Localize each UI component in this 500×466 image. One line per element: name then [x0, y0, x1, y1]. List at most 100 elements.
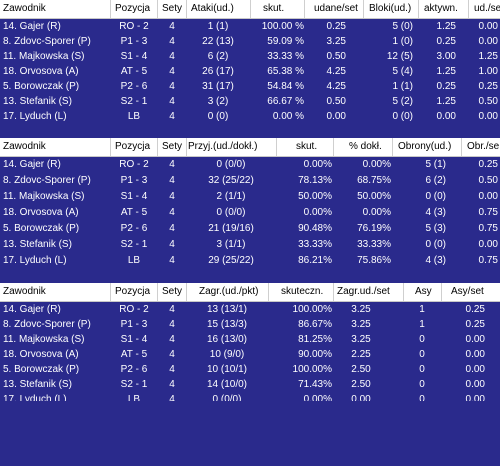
cell-success-per-set: 0.50: [326, 96, 346, 107]
column-divider[interactable]: [304, 0, 305, 18]
cell-sets: 4: [169, 191, 175, 202]
col-header-position[interactable]: Pozycja: [115, 286, 151, 297]
col-header-defense[interactable]: Obrony(ud.): [398, 141, 452, 152]
col-header-player[interactable]: Zawodnik: [3, 3, 46, 14]
cell-reception: 3 (1/1): [216, 239, 246, 250]
col-header-sets[interactable]: Sety: [162, 141, 183, 152]
cell-defense-per-set: 0.75: [478, 223, 498, 234]
col-header-serves-per-set[interactable]: Zagr.ud./set: [337, 286, 390, 297]
column-divider[interactable]: [157, 138, 158, 156]
cell-aces: 0: [419, 349, 425, 360]
cell-aces: 1: [419, 304, 425, 315]
col-header-blocks-per-set[interactable]: ud./se: [474, 3, 500, 14]
cell-blocks-per-set: 0.00: [478, 21, 498, 32]
column-divider[interactable]: [250, 0, 251, 18]
column-divider[interactable]: [461, 138, 462, 156]
cell-attack-eff: 65.38 %: [267, 66, 304, 77]
table-row[interactable]: 14. Gajer (R) RO - 2 4 1 (1) 100.00 % 0.25 5 (…: [0, 19, 500, 34]
cell-aces: 0: [419, 364, 425, 375]
table-row[interactable]: 13. Stefanik (S) S2 - 1 4 3 (2) 66.67 % 0.50 5…: [0, 94, 500, 109]
table-row[interactable]: 13. Stefanik (S) S2 - 1 4 14 (10/0) 71.43% 2.…: [0, 377, 500, 392]
column-divider[interactable]: [333, 283, 334, 301]
col-header-accuracy[interactable]: % dokł.: [349, 141, 382, 152]
table-row[interactable]: 17. Lyduch (L) LB 4 0 (0/0) 0.00% 0.00 0 0.00: [0, 392, 500, 401]
col-header-attack-eff[interactable]: skut.: [263, 3, 285, 14]
cell-sets: 4: [169, 334, 175, 345]
table-row[interactable]: 11. Majkowska (S) S1 - 4 4 16 (13/0) 81.25% 3…: [0, 332, 500, 347]
column-divider[interactable]: [418, 0, 419, 18]
cell-sets: 4: [169, 175, 175, 186]
cell-accuracy: 50.00%: [357, 191, 391, 202]
table-row[interactable]: 18. Orvosova (A) AT - 5 4 26 (17) 65.38 % 4.2…: [0, 64, 500, 79]
column-divider[interactable]: [403, 283, 404, 301]
cell-serves-per-set: 2.25: [351, 349, 371, 360]
cell-defense-per-set: 0.00: [478, 239, 498, 250]
reception-defense-stats-table: Zawodnik Pozycja Sety Przyj.(ud./dokł.) …: [0, 138, 500, 275]
cell-serves-per-set: 3.25: [351, 304, 371, 315]
col-header-attacks[interactable]: Ataki(ud.): [191, 3, 234, 14]
col-header-position[interactable]: Pozycja: [115, 141, 151, 152]
table-row[interactable]: 17. Lyduch (L) LB 4 0 (0) 0.00 % 0.00 0 (0) 0.0…: [0, 109, 500, 124]
table-row[interactable]: 18. Orvosova (A) AT - 5 4 10 (9/0) 90.00% 2.2…: [0, 347, 500, 362]
table-row[interactable]: 14. Gajer (R) RO - 2 4 13 (13/1) 100.00% 3.25…: [0, 302, 500, 317]
column-divider[interactable]: [110, 283, 111, 301]
column-divider[interactable]: [441, 283, 442, 301]
column-divider[interactable]: [468, 0, 469, 18]
column-divider[interactable]: [110, 0, 111, 18]
table-row[interactable]: 8. Zdovc-Sporer (P) P1 - 3 4 32 (25/22) 78.1…: [0, 173, 500, 189]
col-header-player[interactable]: Zawodnik: [3, 141, 46, 152]
column-divider[interactable]: [186, 138, 187, 156]
col-header-serve-eff[interactable]: skuteczn.: [281, 286, 324, 297]
col-header-aces-per-set[interactable]: Asy/set: [451, 286, 484, 297]
cell-serves-per-set: 2.50: [351, 379, 371, 390]
col-header-aces[interactable]: Asy: [415, 286, 432, 297]
cell-position: LB: [127, 394, 141, 401]
table-row[interactable]: 14. Gajer (R) RO - 2 4 0 (0/0) 0.00% 0.00% 5 (…: [0, 157, 500, 173]
column-divider[interactable]: [186, 0, 187, 18]
col-header-player[interactable]: Zawodnik: [3, 286, 46, 297]
cell-defense-per-set: 0.50: [478, 175, 498, 186]
col-header-sets[interactable]: Sety: [162, 3, 183, 14]
table-row[interactable]: 11. Majkowska (S) S1 - 4 4 2 (1/1) 50.00% 50.…: [0, 189, 500, 205]
cell-position: S1 - 4: [120, 334, 148, 345]
table-row[interactable]: 8. Zdovc-Sporer (P) P1 - 3 4 15 (13/3) 86.67…: [0, 317, 500, 332]
column-divider[interactable]: [333, 138, 334, 156]
column-divider[interactable]: [268, 283, 269, 301]
column-divider[interactable]: [157, 283, 158, 301]
col-header-success-per-set[interactable]: udane/set: [314, 3, 358, 14]
cell-attack-eff: 59.09 %: [267, 36, 304, 47]
col-header-active[interactable]: aktywn.: [424, 3, 458, 14]
table-row[interactable]: 13. Stefanik (S) S2 - 1 4 3 (1/1) 33.33% 33.3…: [0, 237, 500, 253]
cell-defense-per-set: 0.75: [478, 207, 498, 218]
column-divider[interactable]: [276, 138, 277, 156]
col-header-sets[interactable]: Sety: [162, 286, 183, 297]
table-row[interactable]: 18. Orvosova (A) AT - 5 4 0 (0/0) 0.00% 0.00%…: [0, 205, 500, 221]
table-row[interactable]: 5. Borowczak (P) P2 - 6 4 21 (19/16) 90.48% 7…: [0, 221, 500, 237]
cell-defense: 0 (0): [425, 239, 446, 250]
cell-success-per-set: 3.25: [326, 36, 346, 47]
cell-aces-per-set: 0.00: [465, 364, 485, 375]
column-divider[interactable]: [110, 138, 111, 156]
table-row[interactable]: 5. Borowczak (P) P2 - 6 4 31 (17) 54.84 % 4.2…: [0, 79, 500, 94]
column-divider[interactable]: [186, 283, 187, 301]
cell-player: 17. Lyduch (L): [3, 111, 67, 122]
col-header-serves[interactable]: Zagr.(ud./pkt): [199, 286, 259, 297]
column-divider[interactable]: [363, 0, 364, 18]
table-row[interactable]: 11. Majkowska (S) S1 - 4 4 6 (2) 33.33 % 0.50…: [0, 49, 500, 64]
column-divider[interactable]: [157, 0, 158, 18]
table-row[interactable]: 17. Lyduch (L) LB 4 29 (25/22) 86.21% 75.86% 4…: [0, 253, 500, 269]
cell-attack-eff: 100.00 %: [261, 21, 304, 32]
col-header-reception-eff[interactable]: skut.: [296, 141, 318, 152]
cell-position: P1 - 3: [120, 319, 148, 330]
col-header-position[interactable]: Pozycja: [115, 3, 151, 14]
col-header-blocks[interactable]: Bloki(ud.): [369, 3, 412, 14]
table-row[interactable]: 5. Borowczak (P) P2 - 6 4 10 (10/1) 100.00% 2…: [0, 362, 500, 377]
cell-player: 18. Orvosova (A): [3, 66, 79, 77]
table-row[interactable]: 8. Zdovc-Sporer (P) P1 - 3 4 22 (13) 59.09 %…: [0, 34, 500, 49]
cell-reception-eff: 50.00%: [298, 191, 332, 202]
col-header-defense-per-set[interactable]: Obr./se: [467, 141, 500, 152]
col-header-reception[interactable]: Przyj.(ud./dokł.): [188, 141, 258, 152]
cell-reception-eff: 78.13%: [298, 175, 332, 186]
cell-defense: 5 (3): [425, 223, 446, 234]
column-divider[interactable]: [392, 138, 393, 156]
